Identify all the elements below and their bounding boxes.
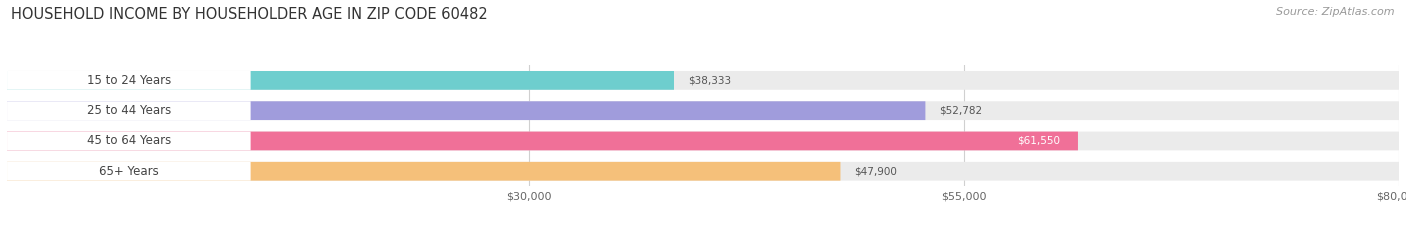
- FancyBboxPatch shape: [7, 132, 250, 150]
- FancyBboxPatch shape: [7, 132, 1399, 150]
- FancyBboxPatch shape: [7, 101, 250, 120]
- FancyBboxPatch shape: [7, 132, 1078, 150]
- Text: 65+ Years: 65+ Years: [98, 165, 159, 178]
- Text: 25 to 44 Years: 25 to 44 Years: [87, 104, 172, 117]
- Text: Source: ZipAtlas.com: Source: ZipAtlas.com: [1277, 7, 1395, 17]
- Text: HOUSEHOLD INCOME BY HOUSEHOLDER AGE IN ZIP CODE 60482: HOUSEHOLD INCOME BY HOUSEHOLDER AGE IN Z…: [11, 7, 488, 22]
- FancyBboxPatch shape: [7, 71, 673, 90]
- FancyBboxPatch shape: [7, 71, 250, 90]
- Text: $38,333: $38,333: [688, 75, 731, 85]
- FancyBboxPatch shape: [7, 101, 925, 120]
- Text: $47,900: $47,900: [855, 166, 897, 176]
- FancyBboxPatch shape: [7, 71, 1399, 90]
- FancyBboxPatch shape: [7, 162, 250, 181]
- FancyBboxPatch shape: [7, 162, 1399, 181]
- Text: 15 to 24 Years: 15 to 24 Years: [87, 74, 172, 87]
- Text: $52,782: $52,782: [939, 106, 983, 116]
- FancyBboxPatch shape: [7, 101, 1399, 120]
- Text: $61,550: $61,550: [1018, 136, 1060, 146]
- Text: 45 to 64 Years: 45 to 64 Years: [87, 134, 172, 147]
- FancyBboxPatch shape: [7, 162, 841, 181]
